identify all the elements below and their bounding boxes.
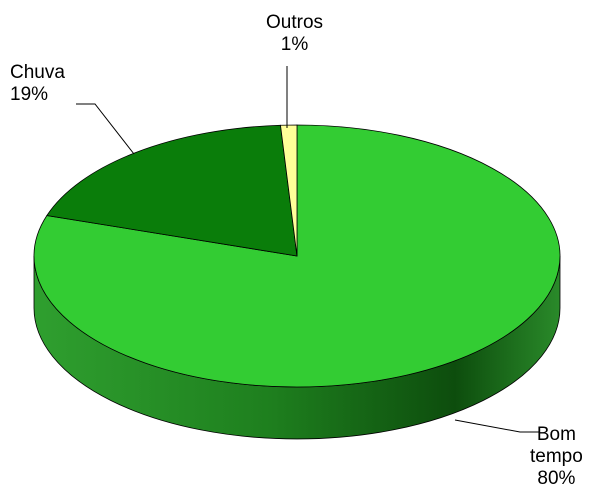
slice-name-outros: Outros [266, 12, 324, 33]
leader-lines [76, 66, 540, 433]
pie-top-faces [33, 124, 561, 388]
leader-line-bom-tempo [454, 419, 540, 433]
slice-label-outros: Outros 1% [266, 12, 323, 56]
slice-value-chuva: 19% [10, 84, 49, 105]
pie-slice-outros [280, 124, 298, 257]
slice-value-outros: 1% [280, 34, 309, 55]
slice-name-bom-tempo-2: tempo [530, 446, 583, 467]
pie-slice-chuva [46, 124, 298, 257]
slice-label-chuva: Chuva 19% [10, 62, 65, 106]
slice-name-bom-tempo-1: Bom [536, 424, 576, 445]
slice-label-bom-tempo: Bom tempo 80% [530, 424, 583, 490]
slice-value-bom-tempo: 80% [537, 468, 576, 489]
pie-slice-bom-tempo [33, 124, 561, 388]
leader-line-chuva [76, 103, 135, 155]
slice-name-chuva: Chuva [10, 62, 65, 83]
